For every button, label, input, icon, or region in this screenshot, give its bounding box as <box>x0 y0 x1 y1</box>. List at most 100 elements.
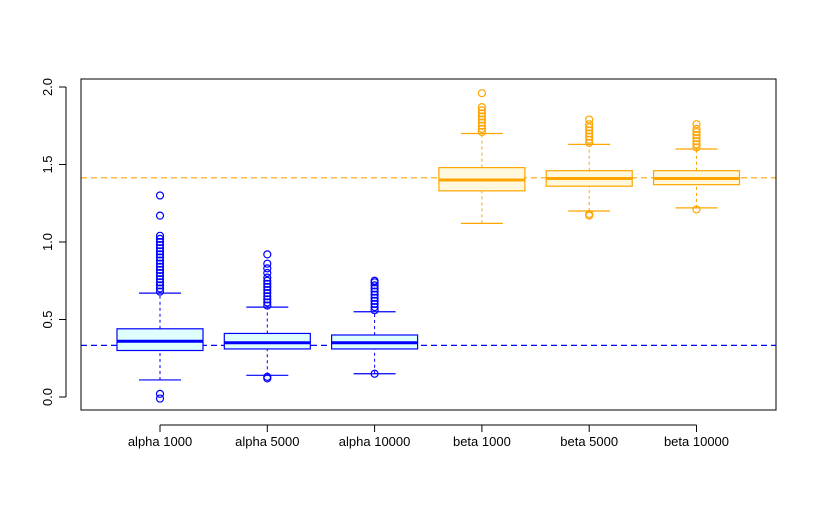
outlier-point <box>155 259 165 268</box>
outlier-point <box>370 290 379 299</box>
outlier-point <box>585 123 594 132</box>
outlier-point <box>263 268 272 278</box>
outlier-point <box>585 135 594 144</box>
outlier-point <box>477 112 486 121</box>
box-alpha-10000 <box>331 276 419 378</box>
outlier-point <box>585 115 594 124</box>
outlier-point <box>263 292 272 301</box>
outlier-point <box>263 273 272 282</box>
outlier-point <box>585 129 594 138</box>
y-tick-label: 2.0 <box>40 78 55 96</box>
outlier-point <box>155 237 165 247</box>
outlier-point <box>370 299 379 309</box>
outlier-point <box>155 253 165 262</box>
outlier-point <box>263 289 272 298</box>
outlier-point <box>155 389 165 398</box>
outlier-point <box>477 89 486 98</box>
outlier-point <box>477 118 486 127</box>
box-beta-5000 <box>545 115 633 220</box>
outlier-point <box>477 115 486 124</box>
outlier-point <box>155 234 165 243</box>
outlier-point <box>155 247 165 256</box>
outlier-point <box>370 306 379 315</box>
outlier-point <box>692 127 701 137</box>
box-iqr <box>116 328 204 352</box>
outlier-point <box>692 130 701 140</box>
y-tick-label: 1.0 <box>40 233 55 251</box>
outlier-point <box>155 265 165 274</box>
outlier-point <box>692 143 701 152</box>
outlier-point <box>370 284 379 293</box>
outlier-point <box>155 211 165 220</box>
outlier-point <box>263 279 272 288</box>
outlier-point <box>692 205 701 214</box>
outlier-point <box>370 281 379 290</box>
outlier-point <box>585 126 594 135</box>
box-iqr <box>223 332 311 350</box>
y-tick-label: 0.5 <box>40 310 55 328</box>
x-tick-label: alpha 1000 <box>128 434 192 449</box>
outlier-point <box>370 296 379 305</box>
outlier-point <box>477 121 486 130</box>
outlier-point <box>477 103 486 112</box>
outlier-point <box>263 250 272 259</box>
outlier-point <box>263 264 272 273</box>
outlier-point <box>370 276 379 285</box>
outlier-point <box>263 372 272 381</box>
outlier-point <box>263 259 272 268</box>
outlier-point <box>263 298 272 307</box>
outlier-point <box>155 284 165 293</box>
outlier-point <box>155 268 165 278</box>
outlier-point <box>585 210 594 219</box>
outlier-point <box>155 272 165 281</box>
box-beta-10000 <box>652 120 741 214</box>
outlier-point <box>155 287 165 296</box>
outlier-point <box>477 127 486 137</box>
outlier-point <box>370 369 379 378</box>
outlier-point <box>585 120 594 129</box>
outlier-point <box>585 132 594 141</box>
outlier-point <box>263 282 272 292</box>
outlier-point <box>370 303 379 312</box>
outlier-point <box>155 278 165 287</box>
y-tick-label: 0.0 <box>40 388 55 406</box>
x-tick-label: beta 5000 <box>560 434 618 449</box>
outlier-point <box>263 301 272 310</box>
outlier-point <box>370 293 379 302</box>
boxes <box>116 89 741 403</box>
outlier-point <box>477 124 486 133</box>
x-tick-label: beta 10000 <box>664 434 729 449</box>
outlier-point <box>155 281 165 290</box>
outlier-point <box>155 275 165 284</box>
outlier-point <box>477 109 486 118</box>
outlier-point <box>477 106 486 115</box>
outlier-point <box>692 137 701 146</box>
x-axis: alpha 1000 alpha 5000 alpha 10000 beta 1000… <box>128 424 729 449</box>
box-alpha-1000 <box>116 191 204 403</box>
outlier-point <box>370 287 379 296</box>
x-tick-label: alpha 5000 <box>235 434 299 449</box>
outlier-point <box>692 134 701 143</box>
x-tick-label: beta 1000 <box>453 434 511 449</box>
outlier-point <box>692 124 701 133</box>
outlier-point <box>155 262 165 271</box>
outlier-point <box>263 295 272 304</box>
outlier-point <box>155 191 165 200</box>
reference-lines <box>81 177 776 346</box>
outlier-point <box>155 244 165 253</box>
outlier-point <box>155 394 165 403</box>
outlier-point <box>585 138 594 147</box>
outlier-point <box>155 231 165 240</box>
plot-frame <box>80 78 777 411</box>
outlier-point <box>692 120 701 129</box>
y-axis: 0.0 0.5 1.0 1.5 2.0 <box>40 78 67 406</box>
box-alpha-5000 <box>223 250 311 383</box>
outlier-point <box>155 241 165 250</box>
x-tick-label: alpha 10000 <box>339 434 411 449</box>
box-beta-1000 <box>438 89 526 224</box>
y-tick-label: 1.5 <box>40 155 55 173</box>
outlier-point <box>263 276 272 285</box>
outlier-point <box>155 256 165 265</box>
outlier-point <box>155 250 165 259</box>
